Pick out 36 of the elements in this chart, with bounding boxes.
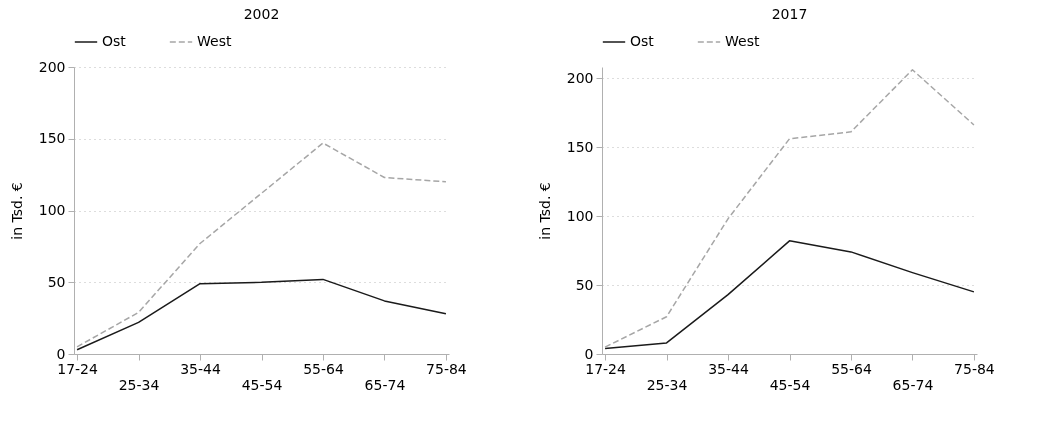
y-axis-title: in Tsd. € [536, 182, 553, 240]
y-tick-label: 150 [566, 138, 594, 155]
y-tick-label: 200 [38, 58, 66, 75]
x-tick-label: 75-84 [426, 360, 467, 377]
x-tick-label: 55-64 [303, 360, 344, 377]
legend-label: West [197, 33, 232, 49]
y-tick-label: 50 [575, 276, 594, 293]
x-tick-label: 35-44 [708, 360, 749, 377]
x-tick-label: 45-54 [769, 376, 811, 393]
x-tick-label: 45-54 [241, 376, 283, 393]
chart-title: 2002 [243, 6, 280, 22]
x-tick-label: 65-74 [364, 376, 406, 393]
y-tick-label: 50 [47, 273, 66, 290]
x-tick-label: 25-34 [646, 376, 688, 393]
legend-label: Ost [630, 33, 655, 49]
x-tick-label: 55-64 [831, 360, 872, 377]
x-tick-label: 65-74 [892, 376, 934, 393]
y-tick-label: 150 [38, 130, 66, 147]
x-tick-label: 25-34 [118, 376, 160, 393]
y-tick-label: 0 [56, 345, 66, 362]
x-tick-label: 75-84 [954, 360, 995, 377]
legend-label: Ost [102, 33, 127, 49]
legend-label: West [725, 33, 760, 49]
y-tick-label: 200 [566, 69, 594, 86]
chart-title: 2017 [771, 6, 808, 22]
y-tick-label: 0 [584, 345, 594, 362]
y-tick-label: 100 [566, 207, 594, 224]
x-tick-label: 17-24 [585, 360, 626, 377]
y-tick-label: 100 [38, 202, 66, 218]
line-series [604, 240, 975, 350]
y-axis-title: in Tsd. € [8, 182, 25, 240]
x-tick-label: 17-24 [57, 360, 98, 377]
line-series [76, 278, 447, 351]
x-tick-label: 35-44 [180, 360, 221, 377]
line-series [76, 142, 447, 348]
line-series [604, 69, 975, 348]
